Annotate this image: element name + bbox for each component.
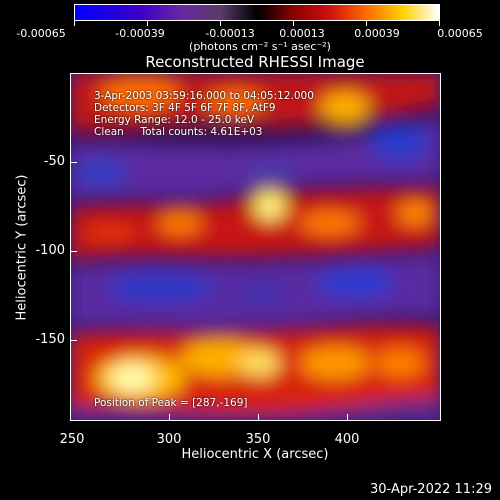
colorbar-tick bbox=[74, 21, 75, 26]
x-tick-label: 300 bbox=[156, 432, 182, 447]
x-tick-mark bbox=[347, 414, 348, 421]
colorbar-tick-label: -0.00065 bbox=[16, 27, 66, 40]
colorbar-tick-label: -0.00039 bbox=[115, 27, 165, 40]
y-tick-label: -150 bbox=[35, 332, 65, 347]
energy-range-text: Energy Range: 12.0 - 25.0 keV bbox=[94, 114, 255, 126]
x-axis-label: Heliocentric X (arcsec) bbox=[181, 447, 329, 462]
colorbar-tick-label: 0.00065 bbox=[437, 27, 483, 40]
detectors-text: Detectors: 3F 4F 5F 6F 7F 8F, AtF9 bbox=[94, 102, 276, 114]
x-tick-label: 350 bbox=[245, 432, 271, 447]
y-axis-label: Heliocentric Y (arcsec) bbox=[14, 174, 30, 321]
x-tick-mark bbox=[258, 414, 259, 421]
peak-position-text: Position of Peak = [287,-169] bbox=[94, 397, 248, 409]
colorbar-units: (photons cm⁻² s⁻¹ asec⁻²) bbox=[189, 40, 331, 53]
colorbar-tick bbox=[439, 21, 440, 26]
x-tick-mark bbox=[169, 414, 170, 421]
rhessi-image bbox=[70, 73, 441, 421]
y-tick-label: -50 bbox=[43, 154, 65, 169]
y-tick-mark bbox=[70, 340, 77, 341]
colorbar-tick-label: -0.00013 bbox=[205, 27, 255, 40]
x-tick-label: 400 bbox=[334, 432, 360, 447]
y-tick-mark bbox=[70, 251, 77, 252]
colorbar-tick bbox=[366, 21, 367, 26]
colorbar-tick-label: 0.00013 bbox=[279, 27, 325, 40]
x-tick-label: 250 bbox=[59, 432, 85, 447]
plot-title: Reconstructed RHESSI Image bbox=[145, 53, 365, 71]
x-tick-mark bbox=[70, 414, 71, 421]
y-tick-label: -100 bbox=[35, 243, 65, 258]
colorbar-tick-label: 0.00039 bbox=[354, 27, 400, 40]
colorbar-tick bbox=[293, 21, 294, 26]
observation-time: 3-Apr-2003 03:59:16.000 to 04:05:12.000 bbox=[94, 90, 314, 102]
colorbar-tick bbox=[220, 21, 221, 26]
plot-frame bbox=[70, 73, 441, 421]
clean-counts-text: Clean Total counts: 4.61E+03 bbox=[94, 126, 263, 138]
colorbar-tick bbox=[147, 21, 148, 26]
y-tick-mark bbox=[70, 162, 77, 163]
footer-timestamp: 30-Apr-2022 11:29 bbox=[370, 482, 492, 497]
colorbar bbox=[74, 4, 440, 21]
